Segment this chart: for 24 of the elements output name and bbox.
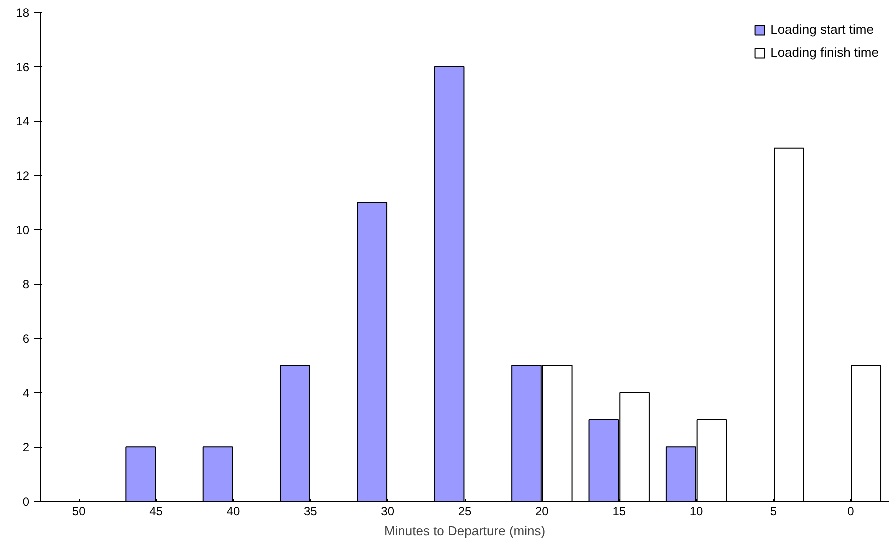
x-tick-label: 45 xyxy=(150,504,164,518)
y-tick-label: 4 xyxy=(22,386,30,400)
x-tick-label: 25 xyxy=(458,504,472,518)
legend-label: Loading start time xyxy=(770,22,874,37)
y-tick-label: 16 xyxy=(16,60,30,74)
x-tick-label: 50 xyxy=(72,504,86,518)
y-tick-label: 0 xyxy=(22,495,30,509)
x-tick-label: 10 xyxy=(690,504,704,518)
x-axis-title: Minutes to Departure (mins) xyxy=(384,524,546,538)
y-tick-label: 6 xyxy=(22,332,30,346)
x-tick-label: 15 xyxy=(612,504,626,518)
x-tick-label: 20 xyxy=(536,504,550,518)
x-tick-label: 30 xyxy=(381,504,395,518)
y-tick-label: 8 xyxy=(22,278,30,292)
y-tick-label: 2 xyxy=(22,440,30,455)
legend-label: Loading finish time xyxy=(770,45,879,60)
x-tick-label: 0 xyxy=(848,504,855,518)
x-tick-label: 5 xyxy=(770,504,778,518)
y-tick-label: 12 xyxy=(16,169,30,183)
x-tick-label: 35 xyxy=(304,504,318,518)
y-tick-label: 14 xyxy=(16,114,30,129)
y-tick-label: 18 xyxy=(16,6,30,20)
y-tick-label: 10 xyxy=(16,223,30,238)
x-tick-label: 40 xyxy=(226,504,240,518)
